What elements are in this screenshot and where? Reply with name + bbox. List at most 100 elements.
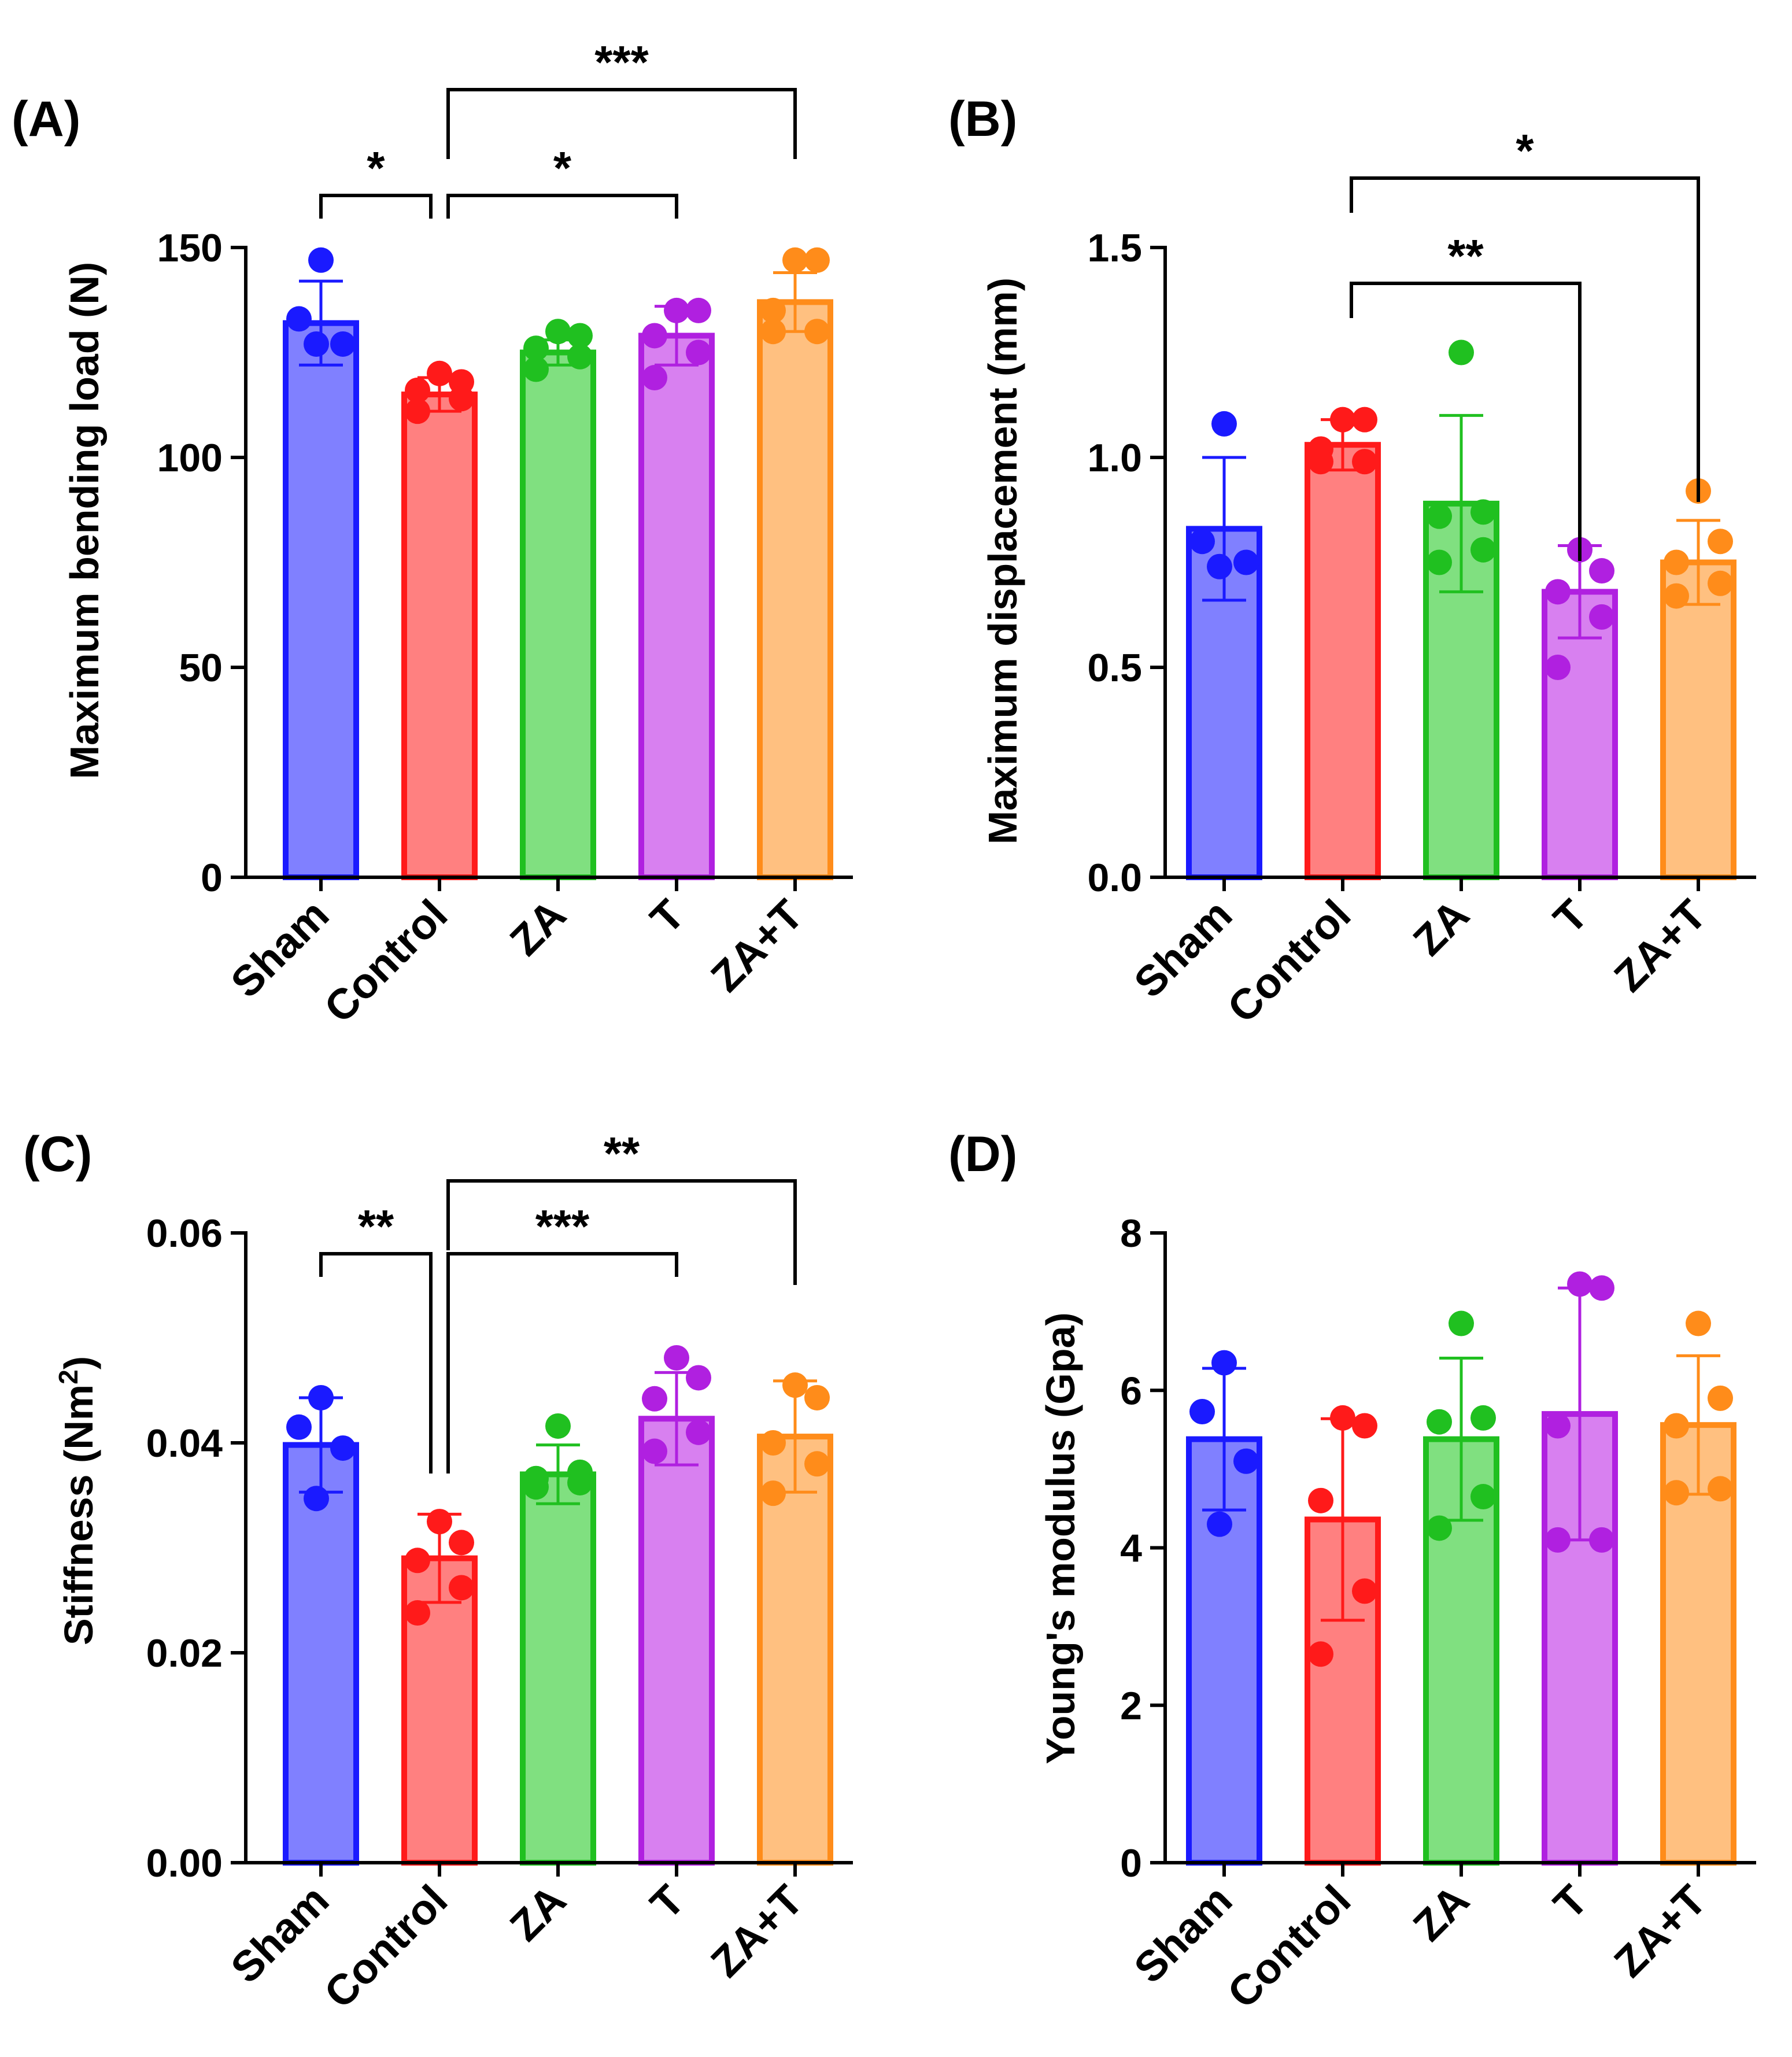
significance-bracket [1350, 282, 1582, 561]
significance-bracket [1350, 176, 1700, 502]
y-tick-label: 0 [1120, 1841, 1142, 1885]
significance-label: ** [1447, 230, 1484, 282]
panel-d-y-axis-title: Young's modulus (Gpa) [1038, 1312, 1083, 1764]
data-point [1567, 1271, 1593, 1297]
data-point [1207, 1511, 1232, 1537]
y-tick-label: 0.04 [146, 1421, 223, 1465]
svg-text:Maximum displacement (mm): Maximum displacement (mm) [980, 278, 1025, 844]
x-tick-label: T [641, 1876, 694, 1929]
data-point [449, 386, 474, 412]
data-point [286, 306, 312, 332]
data-point [760, 297, 786, 323]
data-point [782, 1372, 808, 1398]
significance-bracket [446, 88, 797, 159]
significance-label: * [1516, 125, 1534, 176]
x-tick-label: ZA [501, 891, 575, 965]
data-point [1708, 1476, 1733, 1502]
data-point [523, 1474, 549, 1500]
y-tick-label: 2 [1120, 1684, 1142, 1728]
data-point [804, 1451, 830, 1477]
data-point [286, 1414, 312, 1440]
data-point [782, 247, 808, 273]
y-tick-label: 4 [1120, 1527, 1142, 1571]
x-tick-label: Sham [221, 891, 338, 1007]
data-point [405, 398, 430, 424]
data-point [449, 1530, 474, 1556]
bar-sham [283, 320, 359, 880]
significance-bracket [319, 194, 433, 219]
panel-c-y-axis-title: Stiffness (Nm2) [53, 1356, 101, 1645]
x-tick-label: ZA [1404, 891, 1478, 965]
data-point [1233, 549, 1259, 575]
y-tick-label: 0 [201, 856, 223, 900]
data-point [523, 356, 549, 382]
panel-d-y-axis-title-text: Young's modulus (Gpa) [1038, 1312, 1083, 1764]
data-point [1470, 1484, 1496, 1510]
svg-text:Stiffness (Nm2): Stiffness (Nm2) [53, 1356, 101, 1645]
data-point [1352, 1413, 1377, 1439]
significance-bracket [446, 1252, 678, 1473]
significance-bracket [319, 1252, 433, 1473]
x-tick-label: ZA+T [1605, 1876, 1715, 1986]
x-tick-label: T [1545, 891, 1597, 943]
data-point [1211, 1350, 1237, 1376]
y-tick-label: 8 [1120, 1212, 1142, 1255]
data-point [308, 1384, 334, 1410]
data-point [1664, 1413, 1689, 1439]
data-point [664, 297, 689, 323]
data-point [1686, 1310, 1711, 1336]
data-point [1427, 1409, 1452, 1435]
data-point [523, 335, 549, 361]
data-point [1664, 549, 1689, 575]
significance-bracket [446, 194, 678, 219]
x-tick-label: Sham [1125, 1876, 1241, 1992]
panel-d-label: (D) [948, 1127, 1017, 1182]
data-point [1308, 1641, 1333, 1667]
panel-c-y-axis-title-text: Stiffness (Nm [56, 1384, 101, 1645]
bar-t [638, 1416, 715, 1866]
y-tick-label: 6 [1120, 1369, 1142, 1413]
data-point [1470, 1405, 1496, 1431]
data-point [405, 1548, 430, 1574]
data-point [1589, 1275, 1614, 1301]
panel-a-y-axis-title: Maximum bending load (N) [62, 262, 107, 779]
data-point [1207, 553, 1232, 579]
x-tick-label: ZA+T [701, 1876, 812, 1986]
data-point [330, 331, 356, 357]
y-tick-label: 1.0 [1087, 436, 1142, 480]
significance-label: * [553, 142, 572, 194]
data-point [1211, 411, 1237, 437]
data-point [804, 1384, 830, 1410]
data-point [330, 1435, 356, 1461]
data-point [1589, 604, 1614, 630]
data-point [1708, 529, 1733, 555]
y-tick-label: 100 [157, 436, 223, 480]
panel-b-y-axis-title-text: Maximum displacement (mm) [980, 278, 1025, 844]
data-point [304, 331, 329, 357]
bar-za [520, 349, 596, 880]
y-tick-label: 0.5 [1087, 646, 1142, 690]
x-tick-label: ZA [501, 1876, 575, 1950]
svg-text:Young's modulus (Gpa): Young's modulus (Gpa) [1038, 1312, 1083, 1764]
svg-text:Maximum bending load (N): Maximum bending load (N) [62, 262, 107, 779]
data-point [1189, 529, 1215, 555]
significance-label: *** [535, 1201, 590, 1252]
panel-b-y-axis-title: Maximum displacement (mm) [980, 278, 1025, 844]
bar-t [638, 333, 715, 880]
data-point [304, 1486, 329, 1512]
data-point [1427, 503, 1452, 529]
data-point [1708, 1385, 1733, 1411]
x-tick-label: Control [1218, 1876, 1360, 2018]
significance-label: ** [358, 1201, 394, 1252]
data-point [642, 1386, 667, 1412]
data-point [567, 323, 593, 349]
x-tick-label: Control [1218, 891, 1360, 1032]
y-tick-label: 0.0 [1087, 856, 1142, 900]
x-tick-label: ZA [1404, 1876, 1478, 1950]
data-point [804, 319, 830, 345]
data-point [1589, 1527, 1614, 1553]
x-tick-label: T [1545, 1876, 1597, 1929]
significance-bracket [446, 1179, 797, 1285]
